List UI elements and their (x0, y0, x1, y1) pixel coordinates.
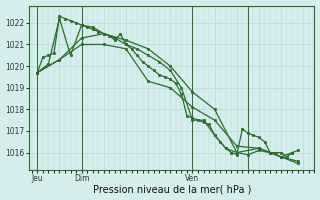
X-axis label: Pression niveau de la mer( hPa ): Pression niveau de la mer( hPa ) (92, 184, 251, 194)
